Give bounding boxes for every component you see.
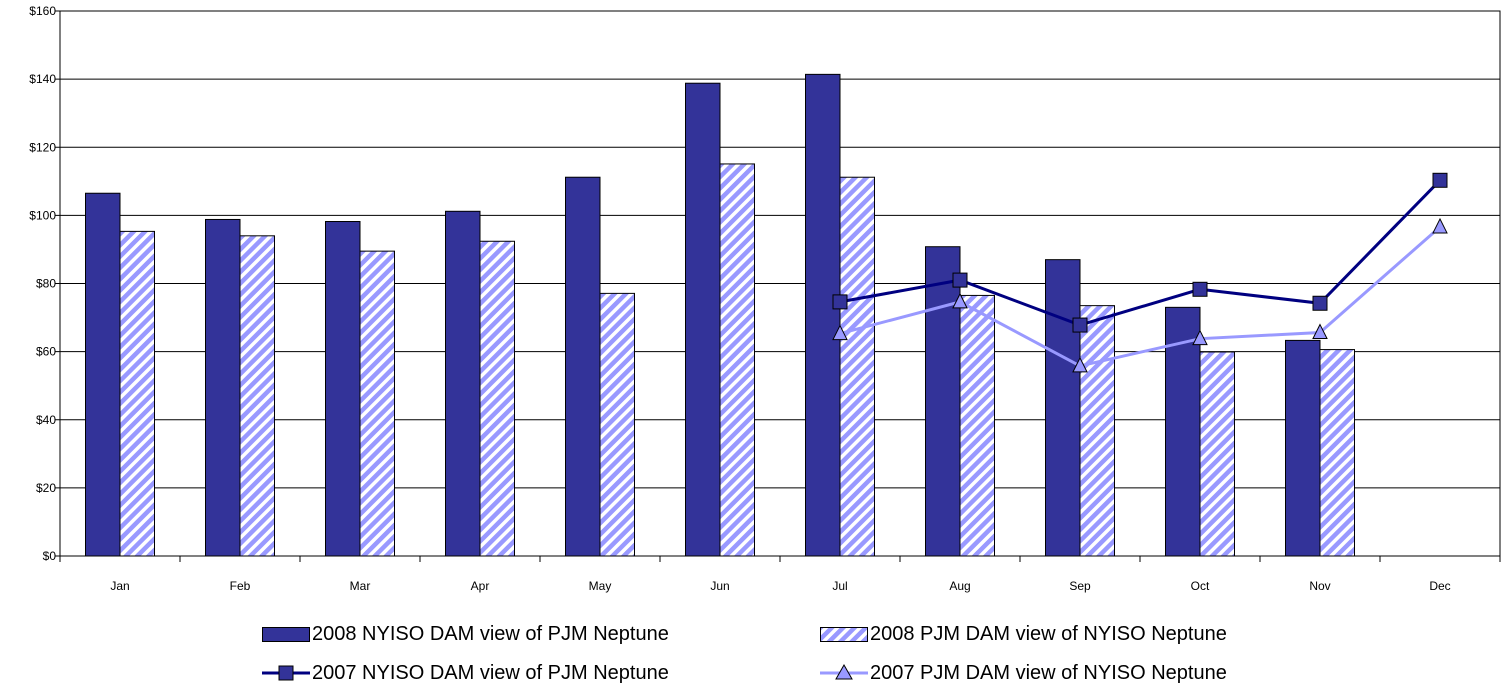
- bar-solid: [925, 246, 961, 557]
- bar-solid: [1045, 259, 1081, 557]
- legend-item-2: 2008 PJM DAM view of NYISO Neptune: [820, 619, 1227, 649]
- bar-hatched: [1199, 351, 1235, 557]
- bar-hatched: [839, 176, 875, 557]
- axes: [55, 10, 1501, 562]
- gridlines: [60, 10, 1500, 557]
- x-tick-label: May: [589, 579, 612, 593]
- legend: 2008 NYISO DAM view of PJM Neptune 2008 …: [0, 612, 1509, 692]
- bar-solid: [445, 210, 481, 557]
- bar-solid: [325, 221, 361, 557]
- bar-hatched: [959, 294, 995, 557]
- square-marker: [952, 272, 968, 288]
- lines: [832, 172, 1448, 373]
- y-tick-label: $60: [36, 345, 56, 359]
- bar-solid: [85, 192, 121, 557]
- legend-swatch-triangle-line: [820, 664, 868, 680]
- triangle-marker: [832, 324, 848, 341]
- bar-hatched: [1319, 349, 1355, 557]
- square-marker: [1192, 281, 1208, 297]
- bar-hatched: [1079, 305, 1115, 557]
- x-tick-label: Jun: [710, 579, 729, 593]
- bar-solid: [565, 176, 601, 557]
- triangle-marker: [1312, 323, 1328, 340]
- legend-label: 2007 PJM DAM view of NYISO Neptune: [870, 661, 1227, 684]
- legend-item-1: 2008 NYISO DAM view of PJM Neptune: [262, 619, 669, 649]
- y-tick-label: $100: [29, 208, 56, 222]
- x-tick-label: Aug: [949, 579, 970, 593]
- y-tick-label: $160: [29, 4, 56, 18]
- bar-solid: [205, 218, 241, 557]
- square-marker: [1072, 317, 1088, 333]
- bar-solid: [805, 73, 841, 557]
- x-tick-label: Feb: [230, 579, 251, 593]
- x-tick-labels: Jan Feb Mar Apr May Jun Jul Aug Sep Oct Nov Dec: [110, 579, 1450, 593]
- y-tick-label: $0: [43, 549, 57, 563]
- square-marker: [1312, 295, 1328, 311]
- bar-hatched: [599, 292, 635, 557]
- legend-swatch-hatched-bar: [820, 627, 868, 642]
- triangle-marker: [1192, 329, 1208, 346]
- x-tick-label: Sep: [1069, 579, 1091, 593]
- y-tick-label: $120: [29, 140, 56, 154]
- triangle-marker: [1432, 217, 1448, 234]
- bar-hatched: [239, 235, 275, 557]
- legend-swatch-solid-bar: [262, 627, 310, 642]
- bar-hatched: [359, 250, 395, 557]
- legend-item-3: 2007 NYISO DAM view of PJM Neptune: [262, 658, 669, 688]
- legend-swatch-square-line: [262, 665, 310, 681]
- legend-item-4: 2007 PJM DAM view of NYISO Neptune: [820, 658, 1227, 688]
- legend-label: 2008 NYISO DAM view of PJM Neptune: [312, 622, 669, 645]
- series-line-2: [839, 225, 1441, 368]
- x-tick-label: Nov: [1309, 579, 1330, 593]
- bar-solid: [1285, 339, 1321, 557]
- legend-label: 2008 PJM DAM view of NYISO Neptune: [870, 622, 1227, 645]
- y-tick-label: $140: [29, 72, 56, 86]
- y-tick-label: $40: [36, 413, 56, 427]
- y-tick-label: $80: [36, 277, 56, 291]
- x-tick-label: Oct: [1191, 579, 1210, 593]
- y-tick-labels: $0 $20 $40 $60 $80 $100 $120 $140 $160: [29, 4, 56, 563]
- x-tick-label: Jan: [110, 579, 129, 593]
- triangle-marker: [952, 292, 968, 309]
- legend-label: 2007 NYISO DAM view of PJM Neptune: [312, 661, 669, 684]
- x-tick-label: Jul: [832, 579, 847, 593]
- series-line-1: [839, 179, 1442, 327]
- bar-hatched: [479, 240, 515, 557]
- bars: [85, 73, 1355, 557]
- bar-hatched: [719, 163, 755, 557]
- bar-hatched: [119, 230, 155, 557]
- square-marker: [832, 294, 848, 310]
- x-tick-label: Mar: [350, 579, 371, 593]
- square-marker: [1432, 172, 1448, 188]
- triangle-marker: [1072, 356, 1088, 373]
- bar-solid: [685, 82, 721, 557]
- y-tick-label: $20: [36, 481, 56, 495]
- x-tick-label: Dec: [1429, 579, 1450, 593]
- x-tick-label: Apr: [471, 579, 490, 593]
- chart: $0 $20 $40 $60 $80 $100 $120 $140 $160 Jan Feb Mar…: [29, 4, 1501, 593]
